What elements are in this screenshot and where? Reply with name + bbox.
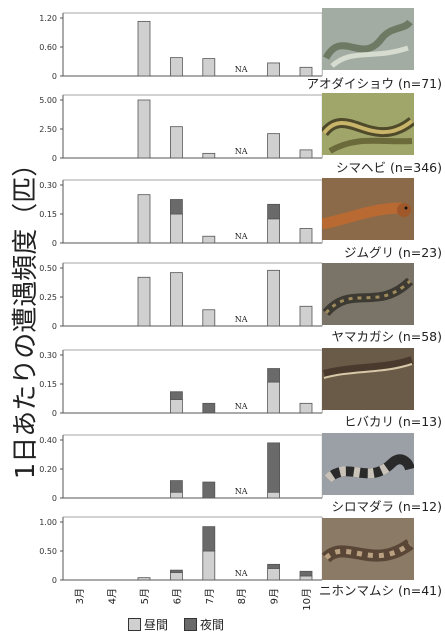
bar-day bbox=[169, 491, 183, 499]
bar-day bbox=[169, 272, 183, 327]
na-label: NA bbox=[235, 402, 248, 411]
snake-photo-nihonmamushi bbox=[321, 518, 414, 580]
bar-night bbox=[202, 526, 216, 552]
bar-night bbox=[169, 199, 183, 215]
bar-day bbox=[267, 381, 281, 414]
y-tick-label: 0 bbox=[52, 576, 57, 585]
bar-day bbox=[299, 149, 313, 159]
y-tick-label: 0.25 bbox=[39, 293, 57, 302]
x-tick-label: 5月 bbox=[139, 588, 151, 604]
bar-night bbox=[202, 402, 216, 414]
y-tick-label: 0.20 bbox=[39, 465, 57, 474]
bar-day bbox=[137, 577, 151, 581]
bar-night bbox=[202, 481, 216, 499]
chart-legend: 昼間 夜間 bbox=[128, 616, 224, 633]
bar-day bbox=[202, 309, 216, 327]
legend-label-night: 夜間 bbox=[200, 618, 225, 632]
species-label-nihonmamushi: ニホンマムシ (n=41) bbox=[318, 583, 442, 598]
bar-night bbox=[169, 391, 183, 400]
bar-night bbox=[267, 368, 281, 383]
y-tick-label: 1.00 bbox=[39, 518, 57, 527]
species-label-yamakagashi: ヤマカガシ (n=58) bbox=[331, 329, 442, 344]
y-tick-label: 0.15 bbox=[39, 380, 57, 389]
snake-photo-yamakagashi bbox=[322, 263, 414, 325]
species-label-shiromadara: シロマダラ (n=12) bbox=[331, 499, 442, 514]
na-label: NA bbox=[235, 487, 248, 496]
y-tick-label: 0.40 bbox=[39, 436, 57, 445]
legend-label-day: 昼間 bbox=[144, 618, 169, 632]
snake-photo-jimguri bbox=[320, 178, 414, 240]
x-tick-label: 9月 bbox=[269, 588, 281, 604]
species-label-hibakari: ヒバカリ (n=13) bbox=[343, 414, 442, 429]
bar-day bbox=[137, 20, 151, 77]
na-label: NA bbox=[235, 315, 248, 324]
bar-day bbox=[299, 228, 313, 244]
y-tick-label: 0 bbox=[52, 494, 57, 503]
x-tick-label: 6月 bbox=[171, 588, 183, 604]
bar-night bbox=[267, 563, 281, 569]
bar-day bbox=[202, 235, 216, 244]
snake-photo-aodaisho bbox=[322, 8, 414, 70]
bar-day bbox=[267, 568, 281, 581]
y-tick-label: 0 bbox=[52, 409, 57, 418]
bar-day bbox=[299, 402, 313, 414]
y-tick-label: 0.50 bbox=[39, 547, 57, 556]
y-tick-label: 0.30 bbox=[39, 181, 57, 190]
bar-night bbox=[267, 203, 281, 220]
bar-day bbox=[267, 62, 281, 77]
bar-day bbox=[202, 58, 216, 77]
na-label: NA bbox=[235, 147, 248, 156]
y-tick-label: 2.50 bbox=[39, 125, 57, 134]
bar-day bbox=[169, 399, 183, 414]
bar-night bbox=[299, 570, 313, 577]
bar-day bbox=[137, 194, 151, 244]
bar-day bbox=[169, 57, 183, 77]
bar-day bbox=[267, 218, 281, 244]
y-tick-label: 0 bbox=[52, 239, 57, 248]
bar-day bbox=[137, 276, 151, 327]
y-tick-label: 0.60 bbox=[39, 43, 57, 52]
x-tick-label: 8月 bbox=[236, 588, 248, 604]
bar-night bbox=[169, 480, 183, 493]
bar-day bbox=[267, 269, 281, 327]
y-tick-label: 1.20 bbox=[39, 14, 57, 23]
legend-swatch-night bbox=[184, 618, 198, 631]
snake-photo-shimahebi bbox=[320, 93, 416, 155]
bar-day bbox=[169, 126, 183, 159]
y-tick-label: 5.00 bbox=[39, 96, 57, 105]
species-label-aodaisho: アオダイショウ (n=71) bbox=[306, 76, 442, 91]
y-tick-label: 0 bbox=[52, 154, 57, 163]
na-label: NA bbox=[235, 569, 248, 578]
x-tick-label: 10月 bbox=[301, 588, 313, 611]
y-tick-label: 0.50 bbox=[39, 264, 57, 273]
snake-photo-hibakari bbox=[322, 348, 414, 410]
bar-night bbox=[267, 442, 281, 493]
species-label-shimahebi: シマヘビ (n=346) bbox=[336, 160, 442, 175]
bar-day bbox=[267, 133, 281, 159]
bar-day bbox=[169, 213, 183, 244]
y-tick-label: 0.30 bbox=[39, 351, 57, 360]
y-tick-label: 0 bbox=[52, 322, 57, 331]
x-tick-label: 3月 bbox=[74, 588, 86, 604]
na-label: NA bbox=[235, 232, 248, 241]
legend-swatch-day bbox=[128, 618, 141, 631]
bar-day bbox=[202, 550, 216, 581]
snake-photo-shiromadara bbox=[322, 433, 415, 495]
y-tick-label: 0.15 bbox=[39, 210, 57, 219]
bar-day bbox=[169, 572, 183, 581]
bar-day bbox=[202, 152, 216, 159]
y-tick-label: 0 bbox=[52, 72, 57, 81]
bar-day bbox=[137, 99, 151, 159]
bar-day bbox=[299, 305, 313, 327]
species-label-jimguri: ジムグリ (n=23) bbox=[343, 245, 442, 260]
x-tick-label: 7月 bbox=[204, 588, 216, 604]
bar-night bbox=[169, 569, 183, 573]
x-tick-label: 4月 bbox=[107, 588, 119, 604]
bar-day bbox=[299, 66, 313, 77]
na-label: NA bbox=[235, 65, 248, 74]
